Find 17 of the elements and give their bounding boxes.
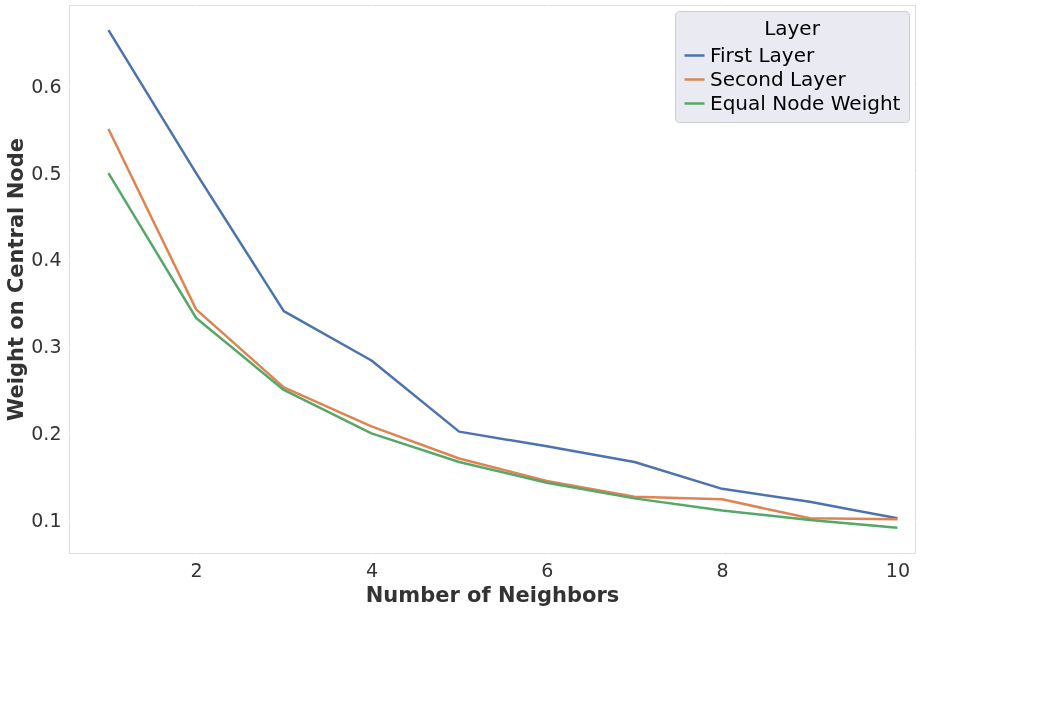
x-tick-label: 8 — [716, 558, 729, 581]
legend-label: First Layer — [710, 42, 815, 67]
y-tick-label: 0.3 — [31, 335, 62, 358]
legend-label: Equal Node Weight — [710, 90, 901, 115]
legend-label: Second Layer — [710, 66, 847, 91]
x-tick-label: 6 — [541, 558, 554, 581]
y-tick-label: 0.2 — [31, 421, 62, 444]
x-tick-label: 10 — [885, 558, 911, 581]
x-axis-title: Number of Neighbors — [365, 582, 620, 607]
x-tick-label: 4 — [365, 558, 378, 581]
y-axis-title: Weight on Central Node — [4, 138, 29, 421]
y-tick-label: 0.5 — [31, 161, 62, 184]
y-tick-label: 0.1 — [31, 508, 62, 531]
y-tick-label: 0.4 — [31, 248, 62, 271]
x-tick-label: 2 — [190, 558, 203, 581]
legend-title: Layer — [764, 16, 821, 40]
y-tick-label: 0.6 — [31, 75, 62, 98]
